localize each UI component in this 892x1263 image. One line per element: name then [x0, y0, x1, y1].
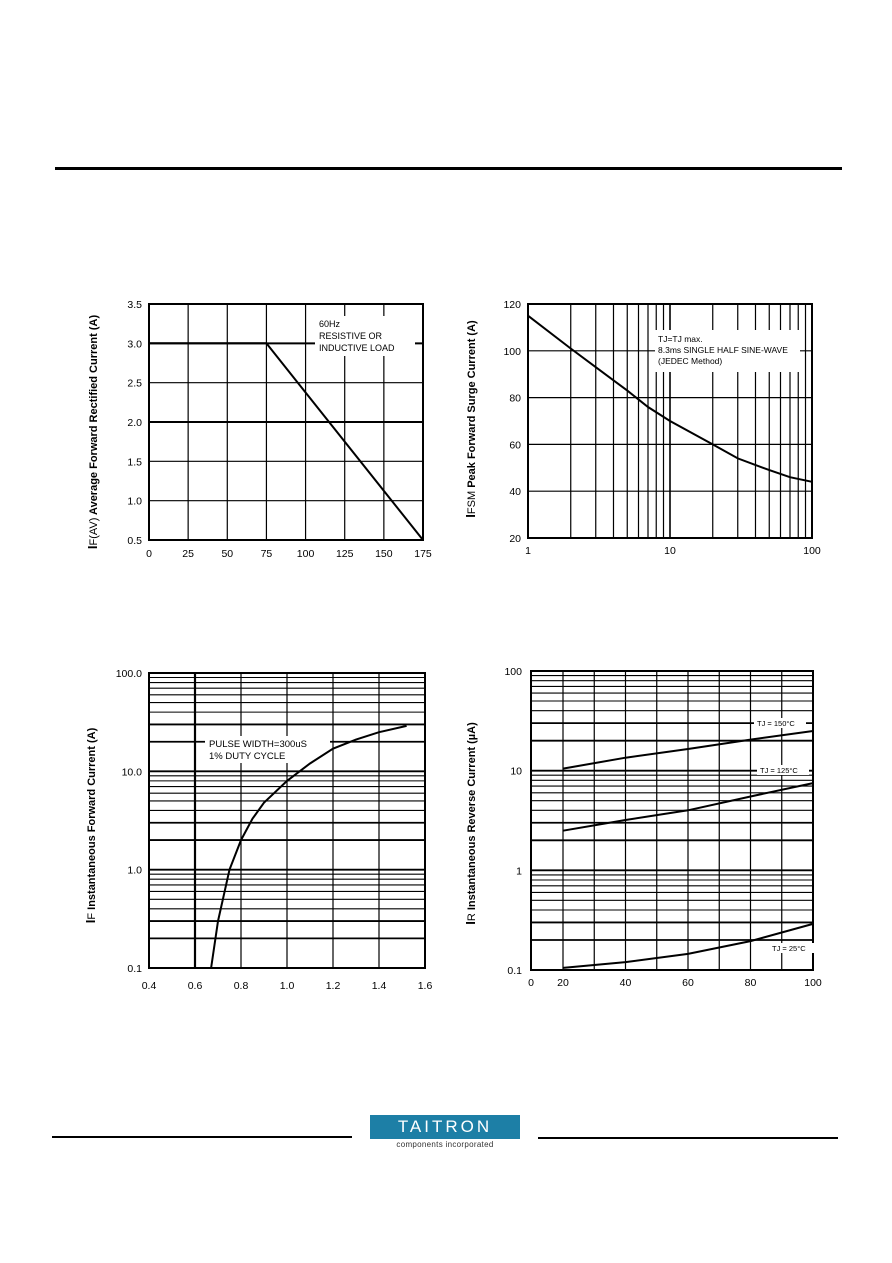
y-tick-label: 100.0 [116, 668, 142, 680]
plot-frame [530, 670, 814, 971]
y-tick-label: 0.1 [507, 965, 522, 977]
y-tick-label: 1.5 [127, 456, 142, 468]
plot-frame [527, 303, 813, 539]
y-tick-label: 0.1 [127, 963, 142, 975]
x-tick-label: 50 [221, 548, 233, 560]
forward-curve [210, 724, 407, 969]
annotation-text: RESISTIVE OR [319, 331, 383, 341]
y-tick-label: 20 [509, 533, 521, 545]
plot-frame [148, 303, 424, 541]
y-axis-label: IFSM Peak Forward Surge Current (A) [463, 320, 478, 518]
taitron-logo: TAITRON [370, 1115, 520, 1139]
annotation-text: PULSE WIDTH=300uS [209, 739, 307, 750]
reverse-curve [562, 782, 814, 832]
x-tick-label: 100 [803, 545, 821, 557]
series-label-backdrop [757, 765, 809, 775]
x-tick-label: 175 [414, 548, 432, 560]
annotation-text: INDUCTIVE LOAD [319, 343, 395, 353]
x-tick-label: 20 [557, 977, 569, 989]
y-axis-label: IR Instantaneous Reverse Current (µA) [463, 722, 478, 925]
reverse-curve [562, 922, 814, 969]
x-tick-label: 100 [297, 548, 315, 560]
x-tick-label: 1.0 [280, 980, 295, 992]
x-tick-label: 1.6 [418, 980, 433, 992]
y-tick-label: 120 [503, 299, 521, 311]
surge-curve [527, 314, 813, 483]
x-tick-label: 0 [528, 977, 534, 989]
y-tick-label: 100 [503, 346, 521, 358]
annotation-text: TJ=TJ max. [658, 334, 703, 344]
x-tick-label: 1.4 [372, 980, 387, 992]
annotation-text: (JEDEC Method) [658, 356, 722, 366]
y-tick-label: 3.0 [127, 338, 142, 350]
y-tick-label: 10.0 [122, 766, 143, 778]
x-tick-label: 0.6 [188, 980, 203, 992]
x-tick-label: 40 [620, 977, 632, 989]
y-tick-label: 1.0 [127, 865, 142, 877]
y-tick-label: 0.5 [127, 535, 142, 547]
plot-frame [148, 672, 426, 969]
x-tick-label: 1 [525, 545, 531, 557]
footer-rule-left [52, 1136, 352, 1138]
y-tick-label: 3.5 [127, 299, 142, 311]
x-tick-label: 0.8 [234, 980, 249, 992]
chart-forward-characteristics: 0.1 1.0 10.0 100.0 0.4 0.6 0.8 1.0 1.2 1.4 1.6 PULS… [83, 668, 432, 992]
series-label-backdrop [754, 718, 806, 728]
chart-reverse-characteristics: 0.1 1 10 100 0 20 40 60 80 100 TJ = 150°C TJ = 125°… [463, 666, 822, 989]
chart-peak-surge-current: 1 10 100 20 40 60 80 100 120 TJ=TJ max.8.3ms SING… [463, 299, 821, 557]
x-tick-label: 0 [146, 548, 152, 560]
y-tick-label: 1.0 [127, 496, 142, 508]
footer-rule-right [538, 1137, 838, 1139]
annotation-backdrop [655, 330, 800, 372]
y-tick-label: 40 [509, 486, 521, 498]
y-tick-label: 2.5 [127, 378, 142, 390]
x-tick-label: 0.4 [142, 980, 157, 992]
x-tick-label: 125 [336, 548, 354, 560]
header-rule [55, 167, 842, 170]
y-tick-label: 2.0 [127, 417, 142, 429]
y-tick-label: 100 [504, 666, 522, 678]
series-label: TJ = 25°C [772, 944, 806, 953]
x-tick-label: 150 [375, 548, 393, 560]
series-label: TJ = 150°C [757, 719, 795, 728]
y-tick-label: 1 [516, 865, 522, 877]
x-tick-label: 1.2 [326, 980, 341, 992]
annotation-text: 1% DUTY CYCLE [209, 751, 285, 762]
y-axis-label: IF(AV) Average Forward Rectified Current… [85, 315, 100, 550]
logo-name: TAITRON [397, 1117, 493, 1136]
series-label-backdrop [769, 943, 821, 953]
chart-average-forward-current: 0 25 50 75 100 125 150 175 0.5 1.0 1.5 2.0 2.5 3.0 3.5… [85, 299, 432, 560]
annotation-backdrop [315, 316, 415, 356]
reverse-curve [562, 730, 814, 770]
x-tick-label: 75 [261, 548, 273, 560]
derating-curve [149, 342, 424, 541]
y-tick-label: 80 [509, 393, 521, 405]
annotation-text: 8.3ms SINGLE HALF SINE-WAVE [658, 345, 788, 355]
logo-tagline: components incorporated [396, 1140, 494, 1149]
annotation-text: 60Hz [319, 319, 341, 329]
x-tick-label: 10 [664, 545, 676, 557]
x-tick-label: 25 [182, 548, 194, 560]
x-tick-label: 60 [682, 977, 694, 989]
y-tick-label: 60 [509, 439, 521, 451]
series-label: TJ = 125°C [760, 766, 798, 775]
x-tick-label: 100 [804, 977, 822, 989]
x-tick-label: 80 [745, 977, 757, 989]
annotation-backdrop [205, 736, 330, 763]
y-tick-label: 10 [510, 766, 522, 778]
y-axis-label: IF Instantaneous Forward Current (A) [83, 727, 98, 923]
